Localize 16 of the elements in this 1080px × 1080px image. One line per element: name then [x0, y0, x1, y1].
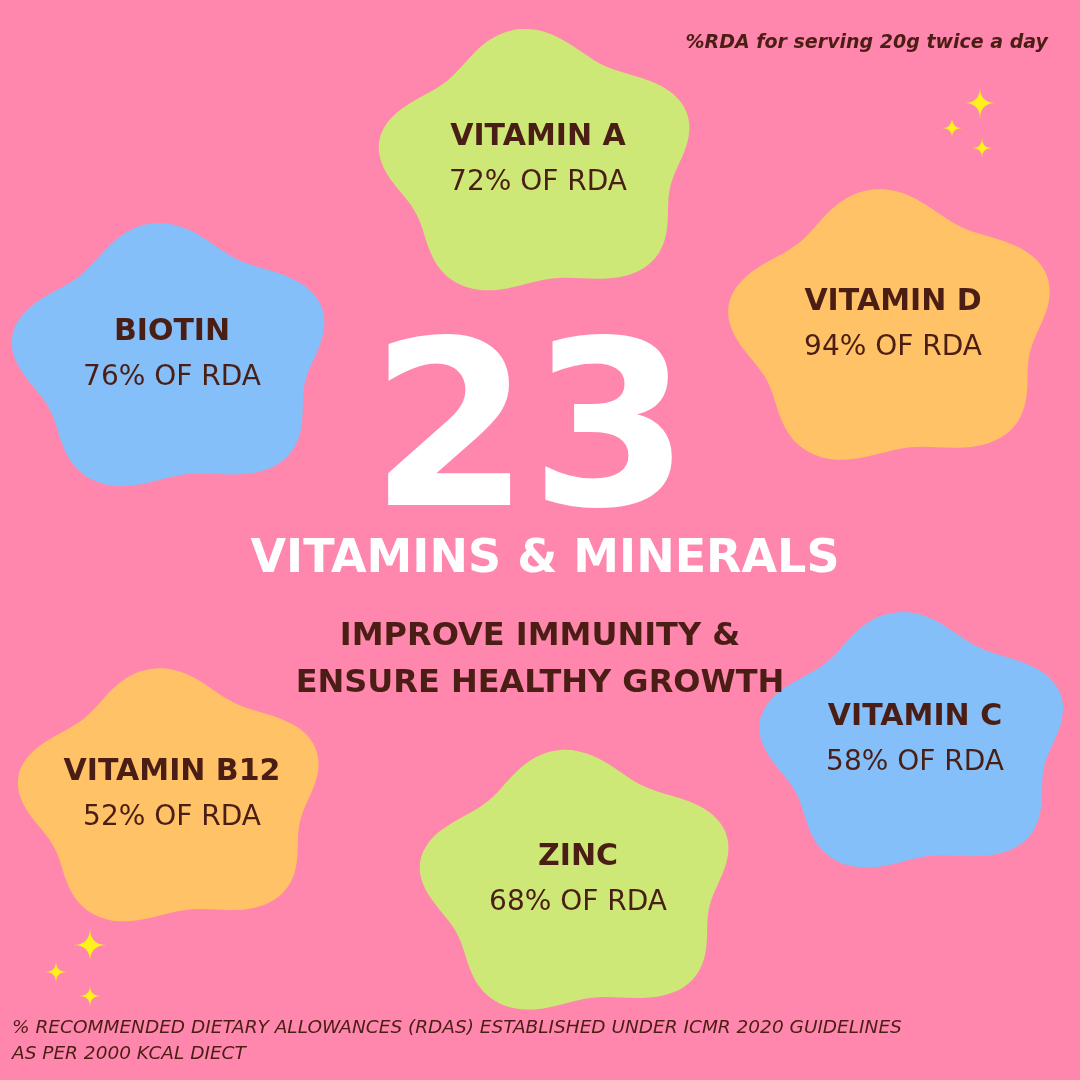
text: %RDA for serving 20g twice a day: [685, 30, 1050, 52]
text: VITAMINS & MINERALS: [250, 529, 840, 583]
category-label: BIOTIN: [113, 312, 231, 347]
category-label: ZINC: [537, 837, 619, 872]
data-label: 94% OF RDA: [804, 329, 982, 362]
data-label: 72% OF RDA: [449, 164, 627, 197]
data-label: 58% OF RDA: [826, 744, 1004, 777]
data-label: 52% OF RDA: [83, 799, 261, 832]
data-label: 68% OF RDA: [489, 884, 667, 917]
category-label: VITAMIN D: [804, 282, 982, 317]
category-label: VITAMIN A: [450, 117, 627, 152]
category-label: VITAMIN C: [827, 697, 1003, 732]
text: % RECOMMENDED DIETARY ALLOWANCES (RDAS) ESTABLISHED UNDER ICMR 2020 GUIDELINES AS PER 2000 KCAL DIECT: [11, 1016, 903, 1063]
text: IMPROVE IMMUNITY & ENSURE HEALTHY GROWTH: [295, 615, 785, 700]
category-label: VITAMIN B12: [63, 752, 281, 787]
data-label: 76% OF RDA: [83, 359, 261, 392]
